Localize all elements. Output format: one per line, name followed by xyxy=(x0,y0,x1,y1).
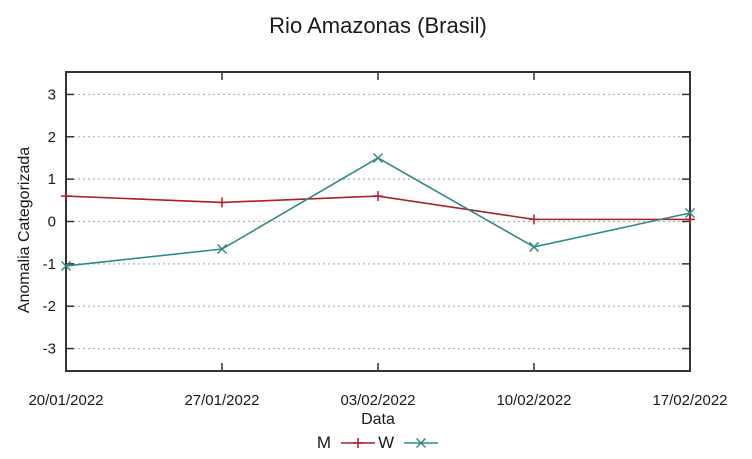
y-tick-label-1: 1 xyxy=(48,171,56,188)
x-tick-label-1: 27/01/2022 xyxy=(184,392,259,409)
chart-title: Rio Amazonas (Brasil) xyxy=(269,13,487,38)
series-W-marker-3 xyxy=(528,241,540,252)
series-W-marker-0 xyxy=(60,260,72,271)
y-tick-label-0: 0 xyxy=(48,214,56,231)
x-tick-label-0: 20/01/2022 xyxy=(28,392,103,409)
legend-sample-W xyxy=(404,437,439,449)
series-W-marker-1 xyxy=(216,243,228,255)
y-tick-label--3: -3 xyxy=(43,341,56,358)
x-tick-label-2: 03/02/2022 xyxy=(340,392,415,409)
series-W-marker-2 xyxy=(372,152,384,164)
y-tick-label-3: 3 xyxy=(48,86,56,103)
series-W-line xyxy=(65,157,691,267)
legend-label-W: W xyxy=(378,433,395,452)
y-tick-label--2: -2 xyxy=(43,298,56,315)
legend-item-W: W xyxy=(378,433,439,453)
series-W-marker-4 xyxy=(684,207,696,219)
y-tick-label-2: 2 xyxy=(48,129,56,146)
legend-item-M: M xyxy=(317,433,376,453)
x-axis-label: Data xyxy=(361,411,395,428)
legend-sample-M xyxy=(341,438,376,448)
x-tick-label-3: 10/02/2022 xyxy=(496,392,571,409)
x-tick-label-4: 17/02/2022 xyxy=(652,392,727,409)
y-tick-label--1: -1 xyxy=(43,256,56,273)
legend-label-M: M xyxy=(316,433,332,452)
